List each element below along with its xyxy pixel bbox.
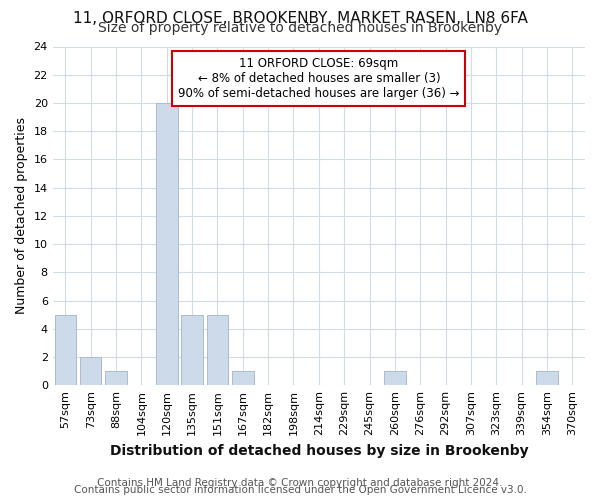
Bar: [384, 371, 406, 385]
Text: 11, ORFORD CLOSE, BROOKENBY, MARKET RASEN, LN8 6FA: 11, ORFORD CLOSE, BROOKENBY, MARKET RASE…: [73, 11, 527, 26]
Bar: [536, 371, 558, 385]
Text: Contains public sector information licensed under the Open Government Licence v3: Contains public sector information licen…: [74, 485, 526, 495]
Bar: [105, 371, 127, 385]
Bar: [206, 314, 228, 385]
Text: 11 ORFORD CLOSE: 69sqm
← 8% of detached houses are smaller (3)
90% of semi-detac: 11 ORFORD CLOSE: 69sqm ← 8% of detached …: [178, 56, 460, 100]
Bar: [80, 357, 101, 385]
X-axis label: Distribution of detached houses by size in Brookenby: Distribution of detached houses by size …: [110, 444, 528, 458]
Text: Size of property relative to detached houses in Brookenby: Size of property relative to detached ho…: [98, 21, 502, 35]
Bar: [156, 103, 178, 385]
Bar: [181, 314, 203, 385]
Bar: [55, 314, 76, 385]
Text: Contains HM Land Registry data © Crown copyright and database right 2024.: Contains HM Land Registry data © Crown c…: [97, 478, 503, 488]
Bar: [232, 371, 254, 385]
Y-axis label: Number of detached properties: Number of detached properties: [15, 118, 28, 314]
